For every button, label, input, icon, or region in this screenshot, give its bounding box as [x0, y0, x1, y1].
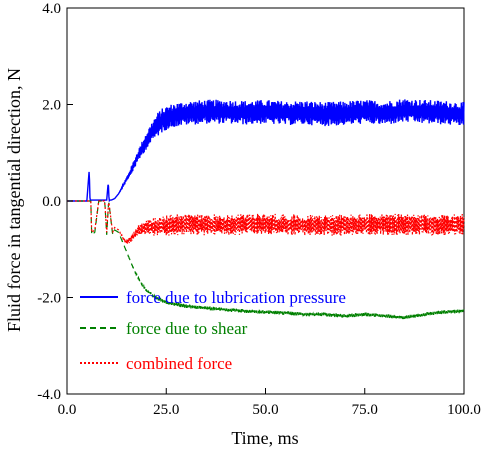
y-tick-label: -4.0: [37, 387, 61, 403]
x-axis-title: Time, ms: [231, 428, 298, 448]
x-tick-label: 75.0: [352, 402, 378, 418]
x-tick-label: 25.0: [153, 402, 179, 418]
series-line-1: [67, 99, 465, 203]
y-tick-label: 0.0: [42, 194, 61, 210]
x-tick-label: 100.0: [447, 402, 481, 418]
y-tick-label: -2.0: [37, 291, 61, 307]
x-tick-label: 0.0: [58, 402, 77, 418]
y-tick-label: 4.0: [42, 1, 61, 17]
x-axis: 0.0 25.0 50.0 75.0 100.0: [58, 388, 481, 418]
legend: force due to lubrication pressure force d…: [80, 288, 346, 373]
y-axis-title: Fluid force in tangential direction, N: [4, 68, 24, 332]
series-line-2: [67, 200, 465, 320]
series-line-3: [67, 200, 465, 244]
series-layer: [67, 99, 465, 320]
y-tick-label: 2.0: [42, 98, 61, 114]
y-axis: 4.0 2.0 0.0 -2.0 -4.0: [37, 1, 73, 403]
legend-label: force due to shear: [126, 319, 248, 338]
legend-label: combined force: [126, 354, 232, 373]
legend-label: force due to lubrication pressure: [126, 288, 346, 307]
x-tick-label: 50.0: [252, 402, 278, 418]
